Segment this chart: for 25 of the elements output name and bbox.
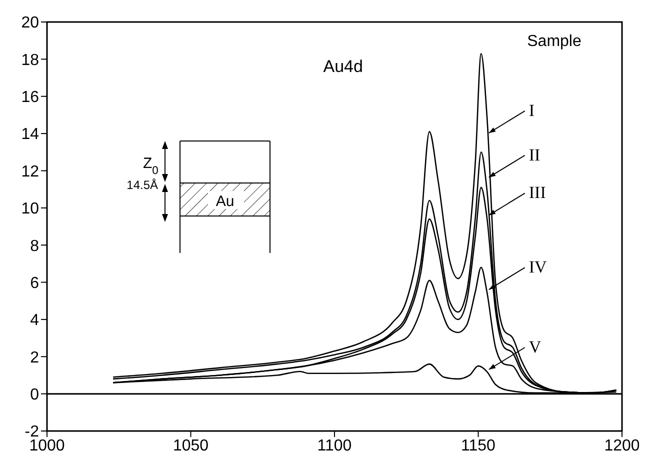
y-tick-label: 18	[21, 52, 40, 69]
y-tick-label: 8	[30, 238, 40, 255]
y-tick-label: 4	[30, 312, 40, 330]
y-tick-label: 20	[21, 14, 40, 32]
legend-label: II	[528, 145, 541, 164]
legend-label: V	[528, 338, 542, 357]
y-tick-label: 10	[21, 200, 40, 218]
y-tick-label: 12	[21, 163, 40, 180]
annotation: Z$_{0}$	[143, 155, 158, 177]
y-tick-label: 2	[30, 349, 40, 366]
y-tick-label: 6	[30, 274, 40, 292]
x-tick-label: 1100	[317, 437, 352, 454]
annotation: Au4d	[323, 57, 363, 76]
legend-title: Sample	[527, 33, 582, 50]
y-tick-label: 0	[30, 386, 40, 404]
y-tick-label: 16	[21, 89, 40, 106]
x-tick-label: 1050	[172, 437, 209, 454]
legend-label: IV	[528, 258, 548, 277]
legend-label: I	[528, 100, 535, 120]
y-tick-label: 14	[21, 126, 40, 144]
legend-label: III	[528, 183, 546, 202]
annotation: 14.5Å	[126, 178, 158, 192]
x-tick-label: 1150	[461, 437, 496, 454]
annotation: Au	[216, 193, 234, 210]
x-tick-label: 1200	[604, 437, 640, 454]
